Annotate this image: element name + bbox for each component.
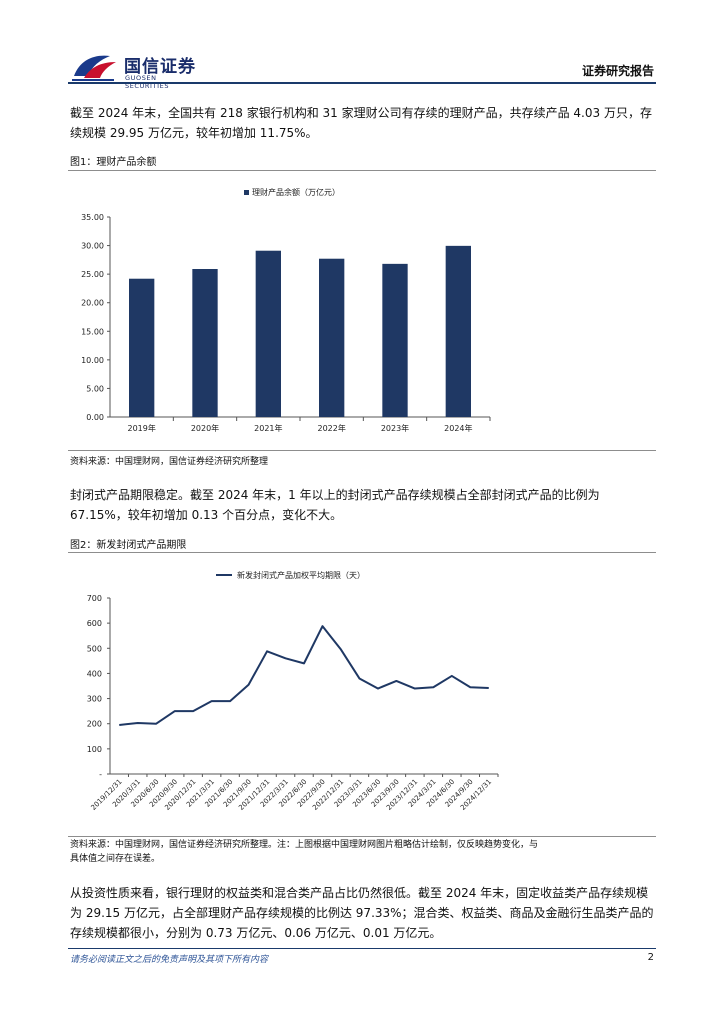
y-tick-label: 400: [87, 669, 102, 678]
y-tick-label: 600: [87, 619, 102, 628]
y-tick-label: 25.00: [81, 270, 104, 279]
figure2-top-rule: [68, 552, 656, 553]
x-tick-label: 2023年: [381, 423, 409, 433]
footer-disclaimer: 请务必阅读正文之后的免责声明及其项下所有内容: [70, 955, 269, 965]
y-tick-label: 700: [87, 594, 102, 603]
guosen-logo: 国信证券 GUOSEN SECURITIES: [70, 50, 200, 90]
y-tick-label: 300: [87, 695, 102, 704]
header-rule: [68, 82, 656, 84]
y-tick-label: -: [99, 770, 102, 779]
bar-chart-wealth-balance: 理财产品余额（万亿元） 0.00 5.00 10.00 15.00 20.00 25.00 3…: [81, 187, 491, 433]
line-chart-closed-product-term: 新发封闭式产品加权平均期限（天）-10020030040050060070020…: [87, 570, 499, 812]
y-tick-label: 500: [87, 644, 102, 653]
y-tick-label: 15.00: [81, 327, 104, 336]
brand-name-en: GUOSEN SECURITIES: [125, 74, 170, 90]
legend-swatch-balance: [244, 190, 249, 195]
bar: [445, 245, 471, 417]
bar: [382, 263, 408, 417]
figure2-title: 图2：新发封闭式产品期限: [70, 540, 187, 551]
paragraph-closed-term: 封闭式产品期限稳定。截至 2024 年末，1 年以上的封闭式产品存续规模占全部封…: [70, 488, 600, 522]
paragraph-investment-nature: 从投资性质来看，银行理财的权益类和混合类产品占比仍然很低。截至 2024 年末，…: [70, 886, 654, 940]
y-tick-label: 5.00: [86, 384, 104, 393]
y-tick-label: 10.00: [81, 356, 104, 365]
y-tick-label: 20.00: [81, 299, 104, 308]
brand-name-cn: 国信证券: [124, 57, 196, 77]
bar: [192, 269, 218, 417]
figure2-source: 资料来源：中国理财网，国信证券经济研究所整理。注：上图根据中国理财网图片粗略估计…: [70, 840, 539, 864]
paragraph-balance: 截至 2024 年末，全国共有 218 家银行机构和 31 家理财公司有存续的理…: [70, 106, 652, 140]
page-number: 2: [647, 952, 654, 963]
figure1-title: 图1：理财产品余额: [70, 157, 157, 168]
y-tick-label: 100: [87, 745, 102, 754]
x-tick-label: 2022年: [317, 423, 345, 433]
bar: [129, 278, 155, 417]
y-tick-label: 0.00: [86, 413, 104, 422]
x-tick-label: 2021年: [254, 423, 282, 433]
figure2-bottom-rule: [68, 836, 656, 837]
bar: [319, 258, 345, 417]
legend-label-balance: 理财产品余额（万亿元）: [252, 187, 340, 197]
y-tick-label: 200: [87, 720, 102, 729]
y-tick-label: 30.00: [81, 242, 104, 251]
figure1-source: 资料来源：中国理财网，国信证券经济研究所整理: [70, 457, 269, 467]
x-tick-label: 2024年: [444, 423, 472, 433]
footer-rule: [68, 948, 656, 949]
guosen-logo-icon: [72, 55, 116, 81]
bar: [255, 250, 281, 417]
figure1-top-rule: [68, 170, 656, 171]
legend-label-term: 新发封闭式产品加权平均期限（天）: [237, 570, 365, 580]
x-tick-label: 2019年: [127, 423, 155, 433]
report-type-label: 证券研究报告: [581, 64, 654, 78]
y-tick-label: 35.00: [81, 213, 104, 222]
x-tick-label: 2020年: [191, 423, 219, 433]
series-line-term: [119, 625, 489, 726]
figure1-bottom-rule: [68, 450, 656, 451]
